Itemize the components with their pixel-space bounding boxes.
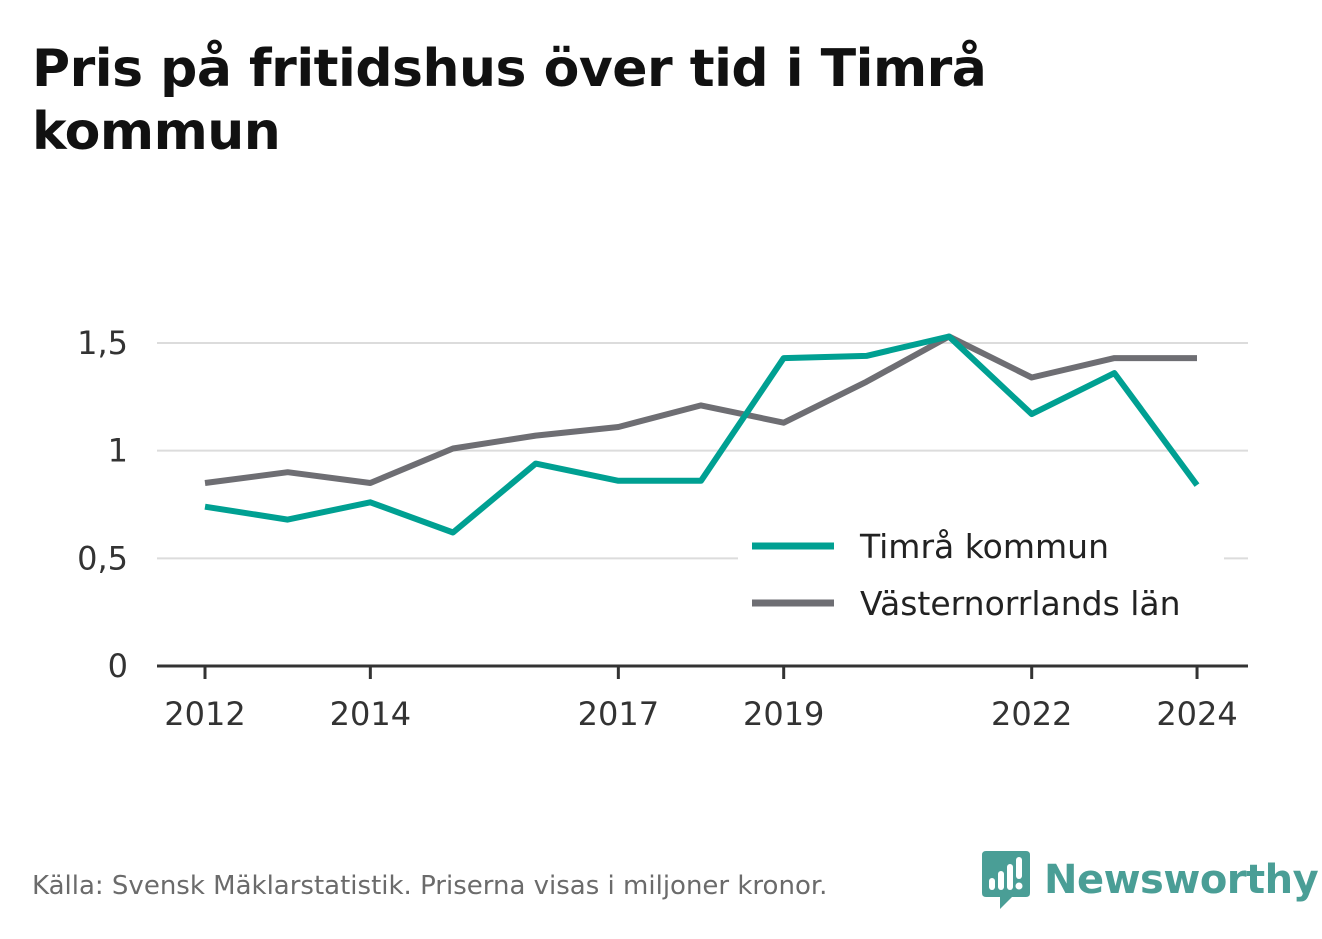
chart-title: Pris på fritidshus över tid i Timrå komm… (32, 39, 987, 162)
x-tick-label: 2012 (164, 695, 245, 733)
y-tick-label: 1 (108, 432, 128, 470)
x-tick-label: 2017 (578, 695, 659, 733)
legend: Timrå kommun Västernorrlands län (738, 522, 1224, 640)
series-line (204, 333, 1197, 486)
x-tick-label: 2019 (743, 695, 824, 733)
legend-background (738, 522, 1224, 640)
series-lines (204, 333, 1200, 536)
series-line (204, 333, 1200, 536)
x-axis: 2012 2014 2017 2019 2022 2024 (157, 664, 1248, 733)
x-tick-label: 2014 (330, 695, 411, 733)
brand-logo: Newsworthy (982, 850, 1319, 910)
y-tick-label: 0 (108, 647, 128, 685)
y-tick-label: 0,5 (77, 539, 128, 577)
x-tick-label: 2022 (991, 695, 1072, 733)
legend-label: Västernorrlands län (860, 584, 1181, 623)
brand-name: Newsworthy (1044, 857, 1319, 903)
source-note: Källa: Svensk Mäklarstatistik. Priserna … (32, 871, 828, 901)
newsworthy-logo-icon (982, 851, 1030, 909)
y-tick-label: 1,5 (77, 324, 128, 362)
x-tick-label: 2024 (1156, 695, 1237, 733)
legend-label: Timrå kommun (859, 527, 1109, 566)
